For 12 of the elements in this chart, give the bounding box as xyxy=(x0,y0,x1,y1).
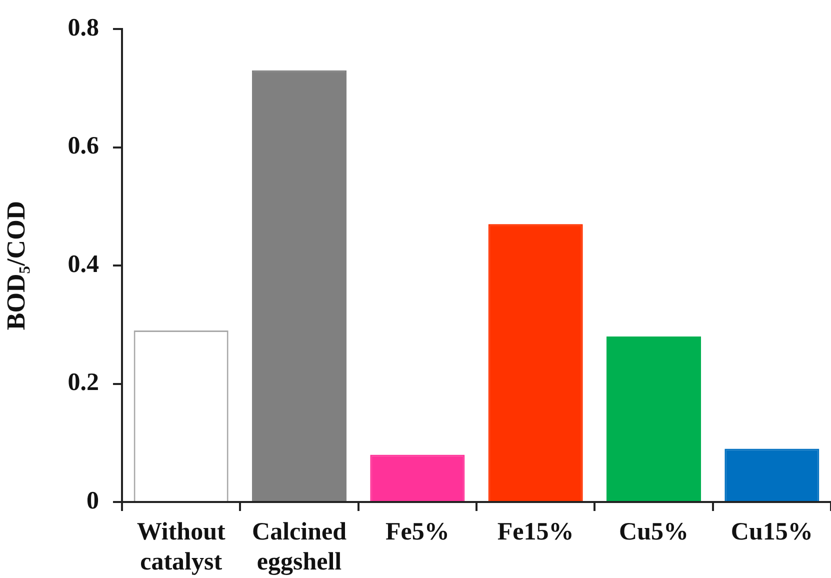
y-tick-label: 0 xyxy=(86,487,99,514)
x-tick-label: Cu15% xyxy=(730,518,813,546)
y-tick-label: 0.6 xyxy=(68,132,99,160)
y-tick-label: 0.4 xyxy=(68,250,100,278)
x-tick-label: Cu5% xyxy=(619,518,688,546)
x-tick-label: Without catalyst xyxy=(136,518,226,576)
y-axis-title: BOD₅/COD xyxy=(1,200,30,330)
x-tick-label: Fe5% xyxy=(385,518,450,546)
y-tick-label: 0.2 xyxy=(68,369,99,396)
x-tick-label: Calcined eggshell xyxy=(252,518,347,576)
x-tick-label: Fe15% xyxy=(497,518,574,546)
y-tick-label: 0.8 xyxy=(68,14,99,42)
